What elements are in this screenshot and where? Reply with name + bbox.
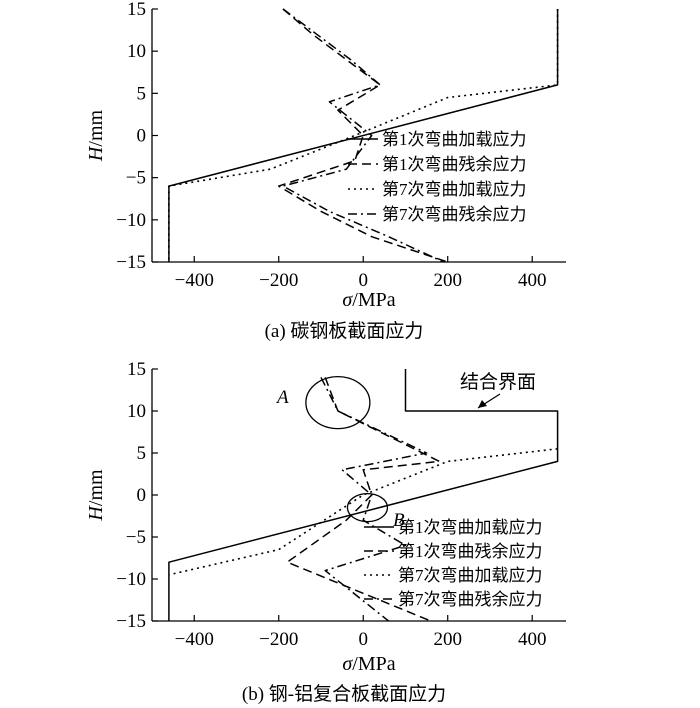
legend-label: 第7次弯曲残余应力 bbox=[398, 590, 543, 609]
panel-b: 15 10 5 0 −5 −10 −15 −400 −200 0 200 400 σ/MPa H/mm (b… bbox=[85, 359, 566, 705]
panel-a: 15 10 5 0 −5 −10 −15 −400 −200 0 200 400 σ/MPa H/mm (a… bbox=[85, 0, 566, 342]
circle-a bbox=[305, 375, 371, 430]
x-tick-label: 200 bbox=[433, 629, 462, 650]
panel-caption: (a) 碳钢板截面应力 bbox=[265, 320, 424, 342]
interface-label: 结合界面 bbox=[460, 371, 536, 393]
x-tick-label: 0 bbox=[358, 270, 368, 291]
series-line-4 bbox=[320, 377, 428, 622]
x-tick-label: −200 bbox=[259, 270, 298, 291]
y-axis-unit: /mm bbox=[85, 109, 107, 146]
x-axis-symbol: σ bbox=[342, 653, 353, 675]
legend-label: 第1次弯曲加载应力 bbox=[398, 518, 543, 537]
y-axis-unit: /mm bbox=[85, 469, 107, 506]
interface-arrowhead bbox=[478, 400, 487, 408]
series-line-2 bbox=[277, 8, 448, 263]
y-axis-label: H/mm bbox=[85, 109, 107, 162]
y-axis-label: H/mm bbox=[85, 469, 107, 522]
y-axis-symbol: H bbox=[85, 145, 107, 162]
circle-b-label: B bbox=[393, 510, 405, 531]
y-tick-label: 0 bbox=[137, 485, 147, 506]
y-tick-label: 10 bbox=[127, 401, 146, 422]
y-tick-label: 15 bbox=[127, 0, 146, 20]
series-line-3 bbox=[168, 448, 558, 576]
y-tick-label: 15 bbox=[127, 359, 146, 380]
y-tick-label: 5 bbox=[137, 443, 147, 464]
y-tick-label: 5 bbox=[137, 83, 147, 104]
y-axis-symbol: H bbox=[85, 505, 107, 522]
x-tick-label: −400 bbox=[175, 270, 214, 291]
legend-label: 第7次弯曲加载应力 bbox=[382, 180, 527, 199]
x-tick-label: 400 bbox=[518, 270, 547, 291]
x-axis-unit: /MPa bbox=[352, 289, 395, 311]
y-tick-label: 0 bbox=[137, 126, 147, 147]
legend-label: 第1次弯曲残余应力 bbox=[382, 155, 527, 174]
y-tick-label: −15 bbox=[116, 611, 146, 632]
legend-label: 第1次弯曲加载应力 bbox=[382, 130, 527, 149]
x-axis-label: σ/MPa bbox=[342, 653, 395, 675]
y-tick-label: 10 bbox=[127, 41, 146, 62]
x-tick-label: 200 bbox=[433, 270, 462, 291]
x-tick-label: 400 bbox=[518, 629, 547, 650]
x-axis-symbol: σ bbox=[342, 289, 353, 311]
legend-label: 第7次弯曲加载应力 bbox=[398, 566, 543, 585]
series-line-3 bbox=[168, 9, 559, 262]
legend-label: 第7次弯曲残余应力 bbox=[382, 205, 527, 224]
y-tick-label: −15 bbox=[116, 252, 146, 273]
x-tick-label: 0 bbox=[358, 629, 368, 650]
circle-a-label: A bbox=[275, 387, 289, 408]
series-line-1 bbox=[168, 369, 559, 621]
panel-caption: (b) 钢-铝复合板截面应力 bbox=[242, 683, 446, 705]
legend-label: 第1次弯曲残余应力 bbox=[398, 542, 543, 561]
x-axis-label: σ/MPa bbox=[342, 289, 395, 311]
circle-b bbox=[346, 492, 389, 523]
series-line-4 bbox=[282, 8, 444, 263]
y-tick-label: −10 bbox=[116, 569, 146, 590]
x-axis-unit: /MPa bbox=[352, 653, 395, 675]
x-tick-label: −200 bbox=[259, 629, 298, 650]
x-tick-label: −400 bbox=[175, 629, 214, 650]
y-tick-label: −5 bbox=[126, 168, 146, 189]
y-tick-label: −10 bbox=[116, 210, 146, 231]
y-tick-label: −5 bbox=[126, 527, 146, 548]
series-line-2 bbox=[286, 377, 441, 622]
